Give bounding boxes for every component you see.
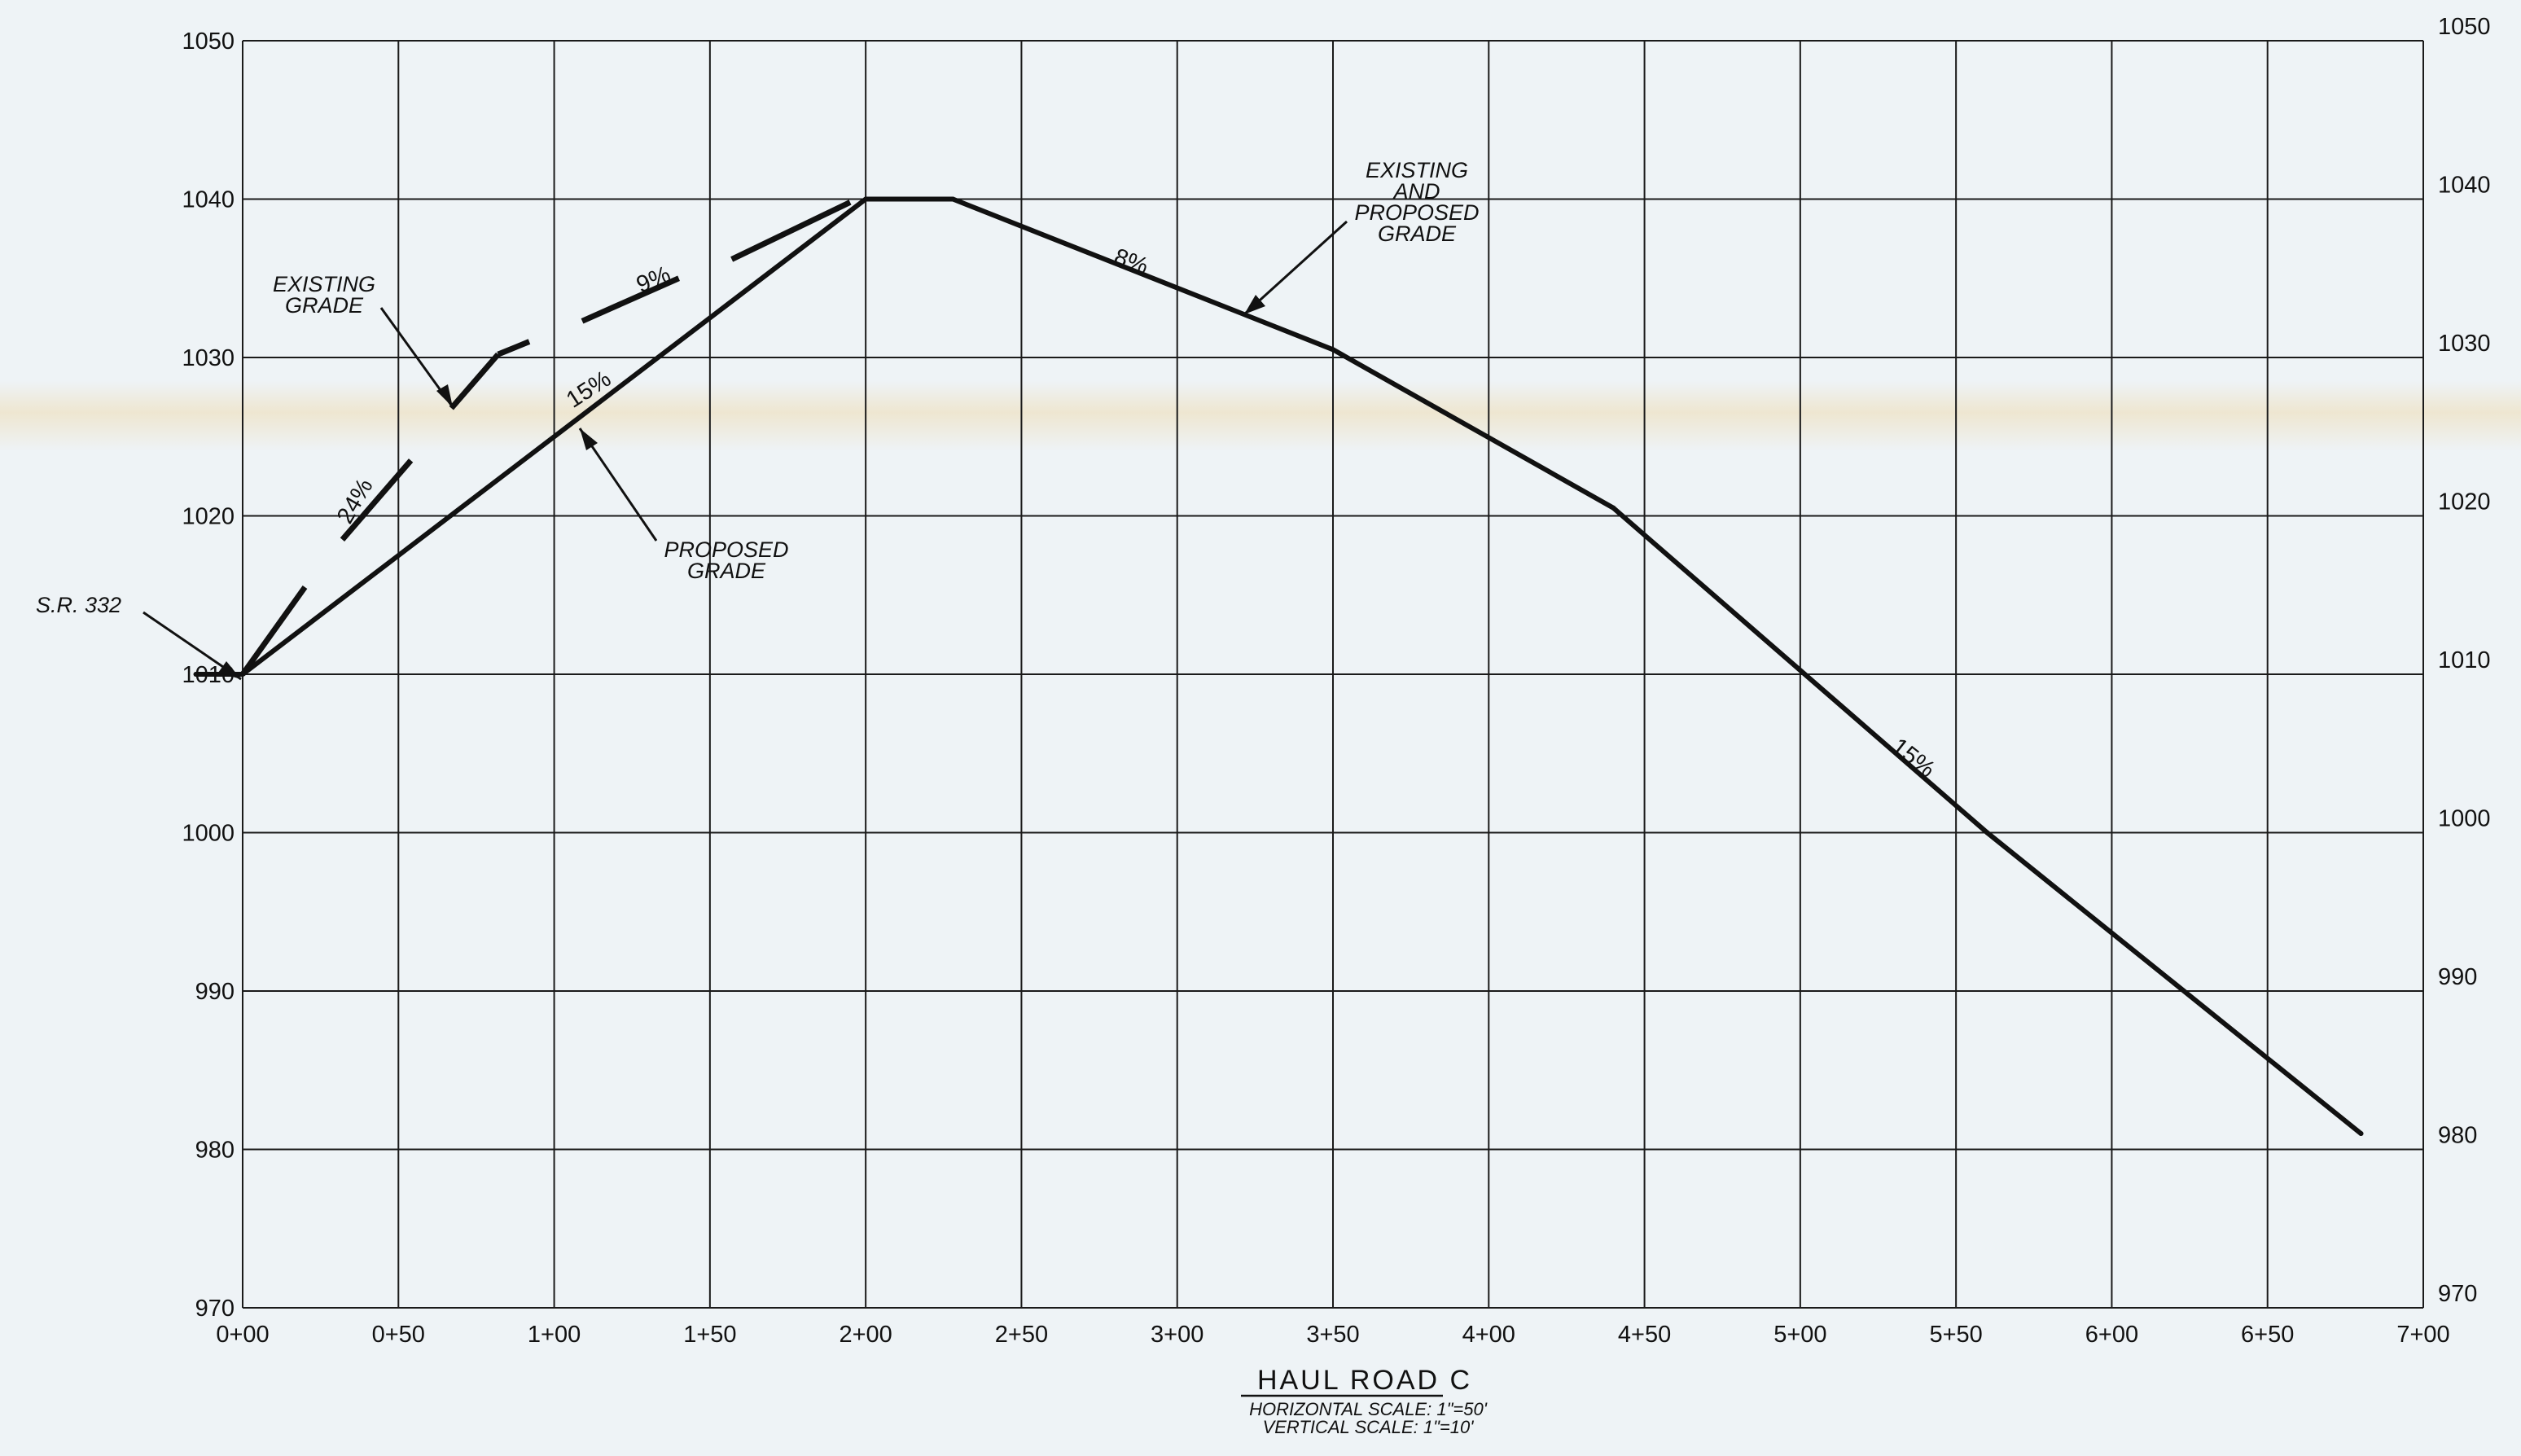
y-tick-label-right: 1010 — [2438, 647, 2491, 673]
profile-lines — [193, 196, 2364, 1137]
grid — [242, 40, 2424, 1309]
x-tick-label: 1+00 — [528, 1322, 581, 1348]
x-tick-label: 3+50 — [1306, 1322, 1359, 1348]
y-tick-label-left: 970 — [195, 1296, 235, 1322]
sr-label: S.R. 332 — [36, 593, 121, 617]
annotations: S.R. 332 EXISTING GRADE PROPOSED GRADE E… — [36, 158, 1940, 783]
existing-grade-segment — [240, 585, 308, 677]
slope-label-15-down: 15% — [1887, 733, 1940, 783]
y-tick-label-left: 1050 — [182, 29, 235, 55]
y-tick-label-right: 980 — [2438, 1123, 2477, 1149]
existing-grade-arrowhead — [436, 384, 453, 407]
x-tick-label: 0+50 — [372, 1322, 425, 1348]
sr-arrowhead — [218, 661, 241, 679]
profile-vertex — [193, 672, 199, 677]
existing-grade-label-line1: EXISTING — [273, 272, 375, 296]
x-tick-label: 5+00 — [1773, 1322, 1826, 1348]
x-tick-label: 6+00 — [2085, 1322, 2138, 1348]
x-tick-label: 2+00 — [839, 1322, 892, 1348]
x-tick-label: 4+50 — [1618, 1322, 1671, 1348]
y-tick-label-left: 1030 — [182, 345, 235, 371]
x-tick-label: 0+00 — [216, 1322, 269, 1348]
y-tick-label-right: 1050 — [2438, 14, 2491, 40]
y-tick-label-right: 990 — [2438, 964, 2477, 990]
chart-title: HAUL ROAD C — [1257, 1365, 1472, 1396]
proposed-grade-label-line1: PROPOSED — [664, 537, 788, 562]
existing-grade-segment — [449, 352, 501, 410]
proposed-grade-arrowhead — [580, 428, 598, 450]
profile-vertex — [1611, 505, 1616, 511]
y-tick-label-left: 980 — [195, 1138, 235, 1164]
existing-proposed-label-line4: GRADE — [1378, 221, 1457, 246]
profile-vertex — [1984, 830, 1990, 835]
x-tick-label: 6+50 — [2241, 1322, 2294, 1348]
y-tick-label-right: 1030 — [2438, 331, 2491, 357]
proposed-grade-leader — [578, 428, 658, 542]
existing-proposed-label-line1: EXISTING — [1366, 158, 1468, 182]
y-tick-label-left: 1020 — [182, 504, 235, 530]
y-tick-label-right: 1040 — [2438, 173, 2491, 199]
existing-proposed-arrowhead — [1244, 295, 1265, 314]
y-tick-labels-right: 970 980 990 1000 1010 1020 1030 1040 1050 — [2438, 14, 2491, 1307]
vertical-scale-note: VERTICAL SCALE: 1"=10' — [1263, 1417, 1475, 1437]
y-tick-label-right: 1020 — [2438, 489, 2491, 515]
existing-grade-segment — [340, 458, 414, 542]
y-tick-label-left: 1000 — [182, 821, 235, 847]
existing-grade-segment — [730, 200, 852, 262]
y-tick-label-right: 1000 — [2438, 806, 2491, 832]
existing-proposed-label-line2: AND — [1392, 179, 1440, 204]
x-tick-label: 2+50 — [995, 1322, 1048, 1348]
existing-grade-segment — [581, 275, 681, 324]
x-tick-label: 4+00 — [1462, 1322, 1515, 1348]
x-tick-label: 3+00 — [1151, 1322, 1204, 1348]
existing-proposed-label-line3: PROPOSED — [1354, 200, 1479, 225]
profile-vertex — [1331, 347, 1335, 353]
existing-grade-segment — [497, 339, 531, 357]
profile-line-proposed — [193, 196, 2364, 1137]
slope-label-24: 24% — [332, 474, 379, 528]
x-tick-label: 5+50 — [1929, 1322, 1982, 1348]
x-tick-label: 1+50 — [683, 1322, 736, 1348]
existing-grade-label-line2: GRADE — [285, 293, 364, 318]
title-block: HAUL ROAD C HORIZONTAL SCALE: 1"=50' VER… — [1241, 1365, 1488, 1437]
x-tick-label: 7+00 — [2396, 1322, 2449, 1348]
proposed-grade-label-line2: GRADE — [687, 559, 766, 583]
x-tick-labels: 0+00 0+50 1+00 1+50 2+00 2+50 3+00 3+50 4+00 4+50… — [216, 1322, 2449, 1348]
y-tick-label-left: 1040 — [182, 187, 235, 213]
horizontal-scale-note: HORIZONTAL SCALE: 1"=50' — [1249, 1399, 1488, 1419]
y-tick-label-left: 990 — [195, 979, 235, 1005]
slope-label-15-up: 15% — [562, 366, 616, 413]
existing-proposed-leader — [1243, 220, 1348, 316]
profile-vertex — [2358, 1131, 2364, 1137]
profile-vertex — [863, 196, 869, 202]
y-tick-label-right: 970 — [2438, 1281, 2477, 1307]
profile-vertex — [950, 196, 956, 202]
